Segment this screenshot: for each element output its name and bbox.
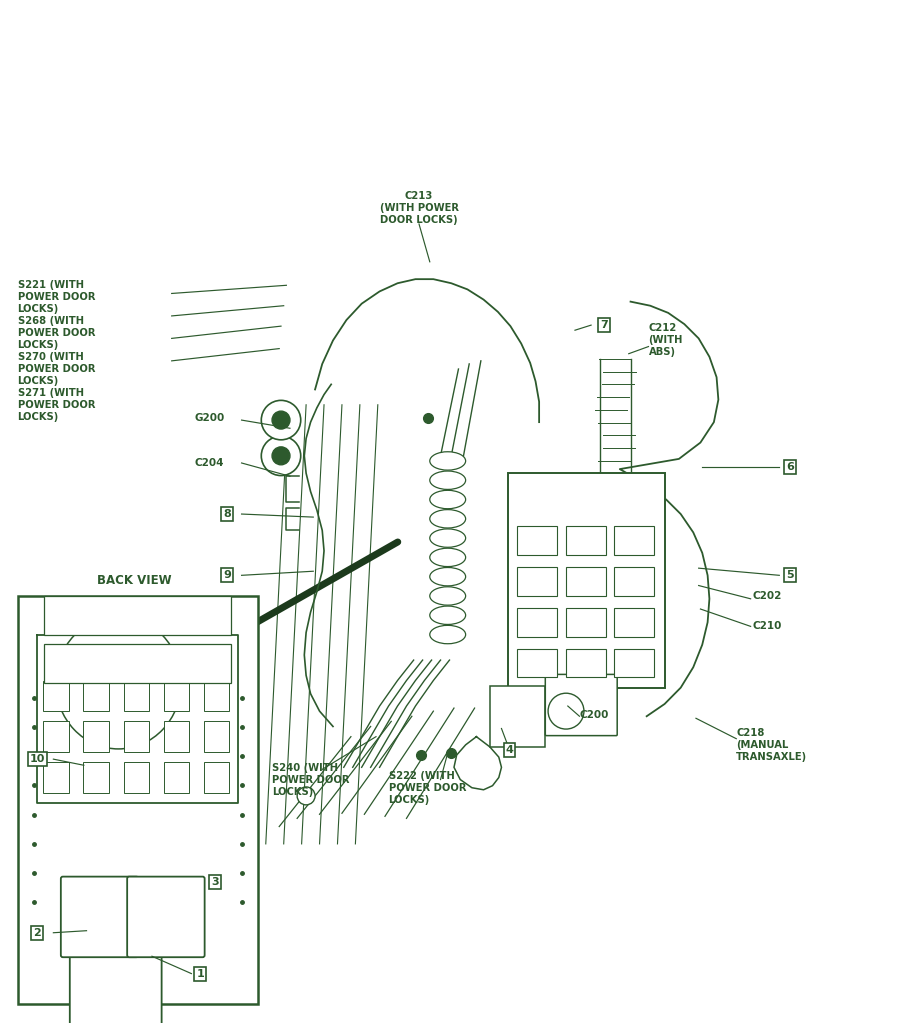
Ellipse shape <box>430 606 466 625</box>
Circle shape <box>272 446 290 465</box>
Text: 9: 9 <box>223 570 231 581</box>
Bar <box>84 721 109 752</box>
Text: 6: 6 <box>786 462 794 472</box>
Bar <box>123 762 149 793</box>
Bar <box>204 721 229 752</box>
Text: 10: 10 <box>30 754 45 764</box>
Text: S221 (WITH
POWER DOOR
LOCKS)
S268 (WITH
POWER DOOR
LOCKS)
S270 (WITH
POWER DOOR
: S221 (WITH POWER DOOR LOCKS) S268 (WITH … <box>17 280 95 422</box>
Text: 8: 8 <box>223 509 231 519</box>
Bar <box>566 608 606 637</box>
FancyBboxPatch shape <box>546 675 618 735</box>
Ellipse shape <box>430 529 466 547</box>
Ellipse shape <box>56 616 181 749</box>
Bar <box>44 596 231 635</box>
FancyBboxPatch shape <box>61 877 138 957</box>
Bar <box>123 681 149 711</box>
Bar <box>490 686 546 746</box>
Text: C218
(MANUAL
TRANSAXLE): C218 (MANUAL TRANSAXLE) <box>736 728 807 762</box>
Text: S222 (WITH
POWER DOOR
LOCKS): S222 (WITH POWER DOOR LOCKS) <box>388 771 466 805</box>
Text: 1: 1 <box>197 969 204 979</box>
Text: S240 (WITH
POWER DOOR
LOCKS): S240 (WITH POWER DOOR LOCKS) <box>272 763 350 797</box>
Circle shape <box>262 436 301 475</box>
Bar <box>517 567 557 596</box>
Bar <box>164 721 190 752</box>
Ellipse shape <box>430 490 466 509</box>
Circle shape <box>298 786 315 805</box>
Text: C212
(WITH
ABS): C212 (WITH ABS) <box>648 324 683 357</box>
Circle shape <box>272 411 290 429</box>
FancyBboxPatch shape <box>70 954 162 1024</box>
Text: C204: C204 <box>194 458 224 468</box>
Bar <box>566 567 606 596</box>
Bar <box>613 567 654 596</box>
Text: C200: C200 <box>580 711 609 720</box>
Bar <box>613 526 654 555</box>
Circle shape <box>262 400 301 440</box>
Text: C213
(WITH POWER
DOOR LOCKS): C213 (WITH POWER DOOR LOCKS) <box>379 190 458 224</box>
Circle shape <box>548 693 584 729</box>
Bar <box>43 681 69 711</box>
Bar <box>164 762 190 793</box>
Ellipse shape <box>430 510 466 528</box>
Ellipse shape <box>430 587 466 605</box>
Bar <box>84 681 109 711</box>
Ellipse shape <box>430 626 466 644</box>
Text: C202: C202 <box>752 591 782 601</box>
Text: 3: 3 <box>211 877 218 887</box>
Text: 5: 5 <box>787 570 794 581</box>
Bar <box>517 526 557 555</box>
Bar <box>566 649 606 678</box>
Text: 2: 2 <box>33 928 41 938</box>
Ellipse shape <box>430 471 466 489</box>
Ellipse shape <box>430 567 466 586</box>
Bar <box>84 762 109 793</box>
Bar <box>508 473 664 688</box>
Bar <box>204 681 229 711</box>
Bar <box>517 608 557 637</box>
Bar <box>17 596 258 1005</box>
Text: 4: 4 <box>505 744 513 755</box>
Ellipse shape <box>430 452 466 470</box>
Bar <box>123 721 149 752</box>
Bar <box>613 608 654 637</box>
Bar <box>613 649 654 678</box>
Text: C210: C210 <box>752 622 782 632</box>
Bar <box>44 644 231 683</box>
Bar <box>164 681 190 711</box>
Text: G200: G200 <box>194 413 225 423</box>
Bar <box>43 721 69 752</box>
FancyBboxPatch shape <box>127 877 205 957</box>
Bar <box>43 762 69 793</box>
Bar <box>566 526 606 555</box>
Bar <box>517 649 557 678</box>
Ellipse shape <box>430 548 466 566</box>
Text: 7: 7 <box>600 321 608 330</box>
Bar <box>204 762 229 793</box>
Text: BACK VIEW: BACK VIEW <box>97 573 172 587</box>
